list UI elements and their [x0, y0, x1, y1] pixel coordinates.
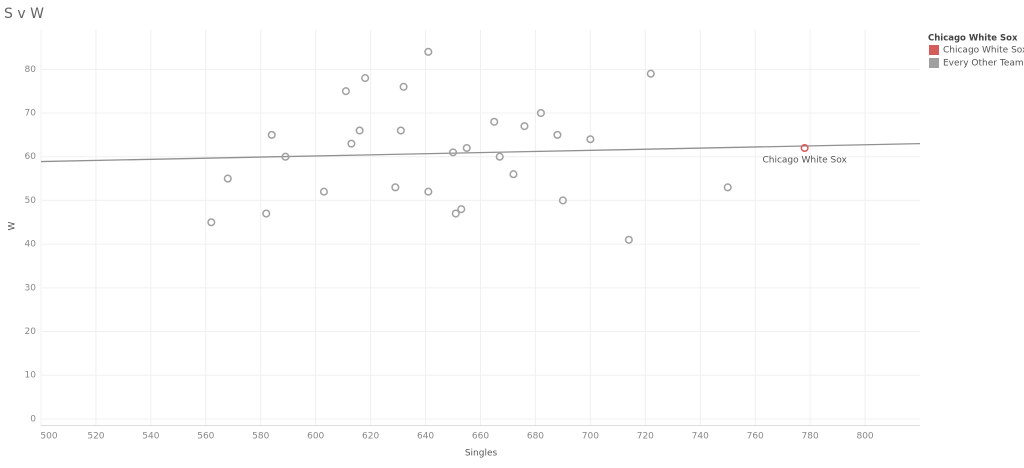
x-tick-label: 700: [582, 432, 599, 442]
point: [207, 218, 216, 227]
y-tick-label: 60: [25, 152, 37, 162]
point: [462, 143, 471, 153]
point: [495, 152, 504, 161]
point: [624, 235, 633, 244]
point: [451, 209, 460, 218]
point: [800, 143, 809, 153]
x-tick-label: 560: [197, 432, 214, 442]
y-tick-label: 10: [25, 371, 37, 381]
x-tick-label: 520: [87, 432, 104, 442]
trend-line: [40, 142, 921, 163]
annotation: Chicago White Sox: [762, 155, 847, 165]
chart-title: S v W: [4, 6, 44, 22]
y-tick-label: 20: [25, 327, 37, 337]
x-tick-label: 600: [307, 432, 324, 442]
x-tick-label: 640: [417, 432, 434, 442]
y-tick-label: 0: [30, 414, 36, 424]
point: [281, 152, 290, 161]
x-tick-label: 740: [692, 432, 709, 442]
point: [553, 130, 562, 139]
point: [448, 148, 458, 157]
point: [223, 174, 232, 183]
point: [262, 209, 271, 218]
x-tick-label: 580: [252, 432, 269, 442]
x-tick-label: 540: [142, 432, 159, 442]
legend-title: Chicago White Sox: [928, 34, 1018, 44]
point: [646, 69, 655, 78]
y-tick-label: 50: [25, 196, 37, 206]
y-tick-label: 70: [25, 109, 37, 119]
legend-swatch: [929, 58, 939, 68]
point: [424, 47, 433, 56]
point: [520, 122, 529, 131]
x-tick-label: 720: [637, 432, 654, 442]
point: [355, 126, 364, 135]
point: [509, 170, 518, 179]
point: [399, 82, 408, 91]
point: [424, 187, 433, 196]
point: [457, 205, 466, 214]
point: [536, 108, 545, 118]
point: [347, 139, 356, 148]
x-tick-label: 800: [856, 432, 873, 442]
y-axis-title: W: [8, 221, 18, 230]
x-tick-label: 500: [40, 432, 57, 442]
x-tick-label: 680: [527, 432, 544, 442]
point: [361, 74, 370, 83]
x-tick-label: 780: [802, 432, 819, 442]
point: [723, 183, 732, 192]
x-tick-label: 620: [362, 432, 379, 442]
legend-swatch: [929, 45, 939, 55]
point: [586, 135, 595, 144]
point: [558, 196, 567, 205]
point: [490, 117, 499, 126]
y-tick-label: 30: [25, 283, 37, 293]
x-axis-title: Singles: [465, 449, 498, 459]
legend-label: Chicago White Sox: [943, 46, 1024, 56]
point: [267, 130, 276, 139]
y-tick-label: 40: [25, 240, 37, 250]
y-tick-label: 80: [25, 65, 37, 75]
point: [341, 87, 350, 96]
legend-label: Every Other Team: [943, 59, 1024, 69]
point: [319, 187, 328, 196]
point: [396, 126, 405, 135]
x-tick-label: 660: [472, 432, 489, 442]
point: [391, 183, 400, 192]
x-tick-label: 760: [747, 432, 764, 442]
